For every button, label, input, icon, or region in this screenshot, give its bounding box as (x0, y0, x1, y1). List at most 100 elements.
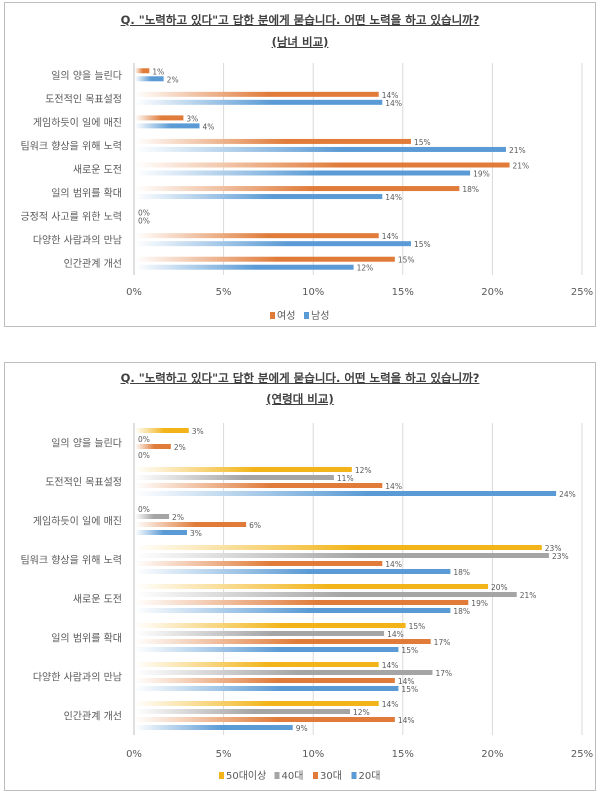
x-tick-label: 20% (481, 287, 503, 298)
bar-남성 (135, 123, 200, 129)
bar-여성 (135, 233, 379, 239)
bar-30대 (135, 678, 395, 683)
category-label: 게임하듯이 일에 매진 (33, 116, 122, 129)
data-label: 14% (382, 700, 399, 709)
bar-여성 (135, 162, 510, 168)
bar-20대 (135, 608, 451, 613)
bar-20대 (135, 647, 399, 652)
category-label: 다양한 사람과의 만남 (33, 234, 122, 247)
data-label: 14% (382, 232, 399, 241)
data-label: 15% (409, 622, 426, 631)
bar-여성 (135, 115, 184, 121)
data-label: 12% (357, 264, 374, 273)
data-label: 4% (203, 122, 215, 131)
legend-swatch (219, 772, 224, 779)
bar-30대 (135, 717, 395, 722)
category-label: 새로운 도전 (73, 164, 122, 176)
chart-plot: 0% 5% 10% 15% 20% 25% 일의 양을 늘린다 3% 0% 2% 0% 도전적인 목표… (20, 423, 593, 782)
data-label: 3% (186, 114, 198, 123)
x-tick-label: 10% (302, 749, 324, 760)
data-label: 14% (385, 99, 402, 108)
chart-title: Q. "노력하고 있다"고 답한 분에게 묻습니다. 어떤 노력을 하고 있습니… (120, 13, 480, 27)
age-comparison-chart: Q. "노력하고 있다"고 답한 분에게 묻습니다. 어떤 노력을 하고 있습니… (4, 362, 596, 791)
category-label: 인간관계 개선 (64, 258, 122, 270)
bar-남성 (135, 170, 471, 176)
x-tick-label: 20% (481, 749, 503, 760)
bar-20대 (135, 491, 557, 496)
data-label: 15% (401, 646, 418, 655)
x-tick-label: 25% (571, 287, 593, 298)
data-label: 19% (471, 599, 488, 608)
bar-남성 (135, 241, 411, 247)
data-label: 14% (382, 91, 399, 100)
data-label: 15% (414, 240, 431, 249)
data-label: 0% (138, 435, 150, 444)
bar-30대 (135, 600, 469, 605)
bar-40대 (135, 709, 351, 714)
data-label: 20% (491, 583, 508, 592)
bar-여성 (135, 91, 379, 97)
category-label: 긍정적 사고를 위한 노력 (20, 210, 122, 223)
legend-label: 40대 (282, 770, 304, 782)
bar-40대 (135, 631, 385, 636)
bar-20대 (135, 569, 451, 574)
data-label: 2% (174, 443, 186, 452)
category-label: 도전적인 목표설정 (45, 93, 122, 105)
bar-남성 (135, 264, 354, 270)
data-label: 18% (453, 568, 470, 577)
data-label: 0% (138, 451, 150, 460)
data-label: 23% (545, 544, 562, 553)
chart-plot: 0% 5% 10% 15% 20% 25% 일의 양을 늘린다 1%2% 도전적인 목표설정 14… (20, 63, 593, 322)
data-label: 11% (337, 474, 354, 483)
data-label: 17% (434, 638, 451, 647)
data-label: 12% (355, 466, 372, 475)
legend-swatch (313, 772, 318, 779)
data-label: 6% (249, 521, 261, 530)
x-tick-label: 5% (216, 749, 232, 760)
category-label: 일의 범위를 확대 (51, 632, 122, 645)
data-label: 12% (353, 708, 370, 717)
category-label: 인간관계 개선 (64, 711, 122, 723)
data-label: 2% (172, 513, 184, 522)
data-label: 9% (296, 724, 308, 733)
bar-50대이상 (135, 467, 352, 472)
bar-40대 (135, 514, 170, 519)
data-label: 15% (414, 138, 431, 147)
bar-30대 (135, 444, 171, 449)
bar-여성 (135, 256, 395, 262)
legend-label: 50대이상 (226, 770, 266, 782)
x-tick-label: 25% (571, 749, 593, 760)
data-label: 0% (138, 505, 150, 514)
category-label: 팀워크 향상을 위해 노력 (20, 554, 122, 567)
bar-30대 (135, 639, 431, 644)
gender-comparison-chart: Q. "노력하고 있다"고 답한 분에게 묻습니다. 어떤 노력을 하고 있습니… (4, 2, 596, 327)
data-label: 1% (152, 67, 164, 76)
data-label: 19% (473, 170, 490, 179)
legend-swatch (274, 772, 280, 779)
bar-남성 (135, 194, 383, 200)
data-label: 3% (190, 529, 202, 538)
bar-50대이상 (135, 662, 379, 667)
data-label: 21% (513, 162, 530, 171)
legend-label: 여성 (277, 310, 295, 322)
bar-20대 (135, 725, 293, 730)
bar-50대이상 (135, 428, 189, 433)
data-label: 14% (385, 560, 402, 569)
bar-40대 (135, 475, 334, 480)
bar-여성 (135, 138, 411, 144)
category-label: 일의 양을 늘린다 (51, 438, 122, 450)
data-label: 0% (138, 209, 150, 218)
chart-title: Q. "노력하고 있다"고 답한 분에게 묻습니다. 어떤 노력을 하고 있습니… (120, 371, 480, 385)
data-label: 15% (398, 256, 415, 265)
category-label: 도전적인 목표설정 (45, 477, 122, 489)
bar-남성 (135, 146, 506, 152)
data-label: 14% (385, 193, 402, 202)
data-label: 14% (387, 630, 404, 639)
bar-50대이상 (135, 701, 379, 706)
legend-label: 20대 (359, 770, 381, 782)
chart-subtitle: (연령대 비교) (266, 392, 334, 406)
legend-swatch (270, 312, 275, 319)
x-tick-label: 15% (392, 749, 414, 760)
data-label: 15% (401, 685, 418, 694)
data-label: 17% (435, 669, 452, 678)
